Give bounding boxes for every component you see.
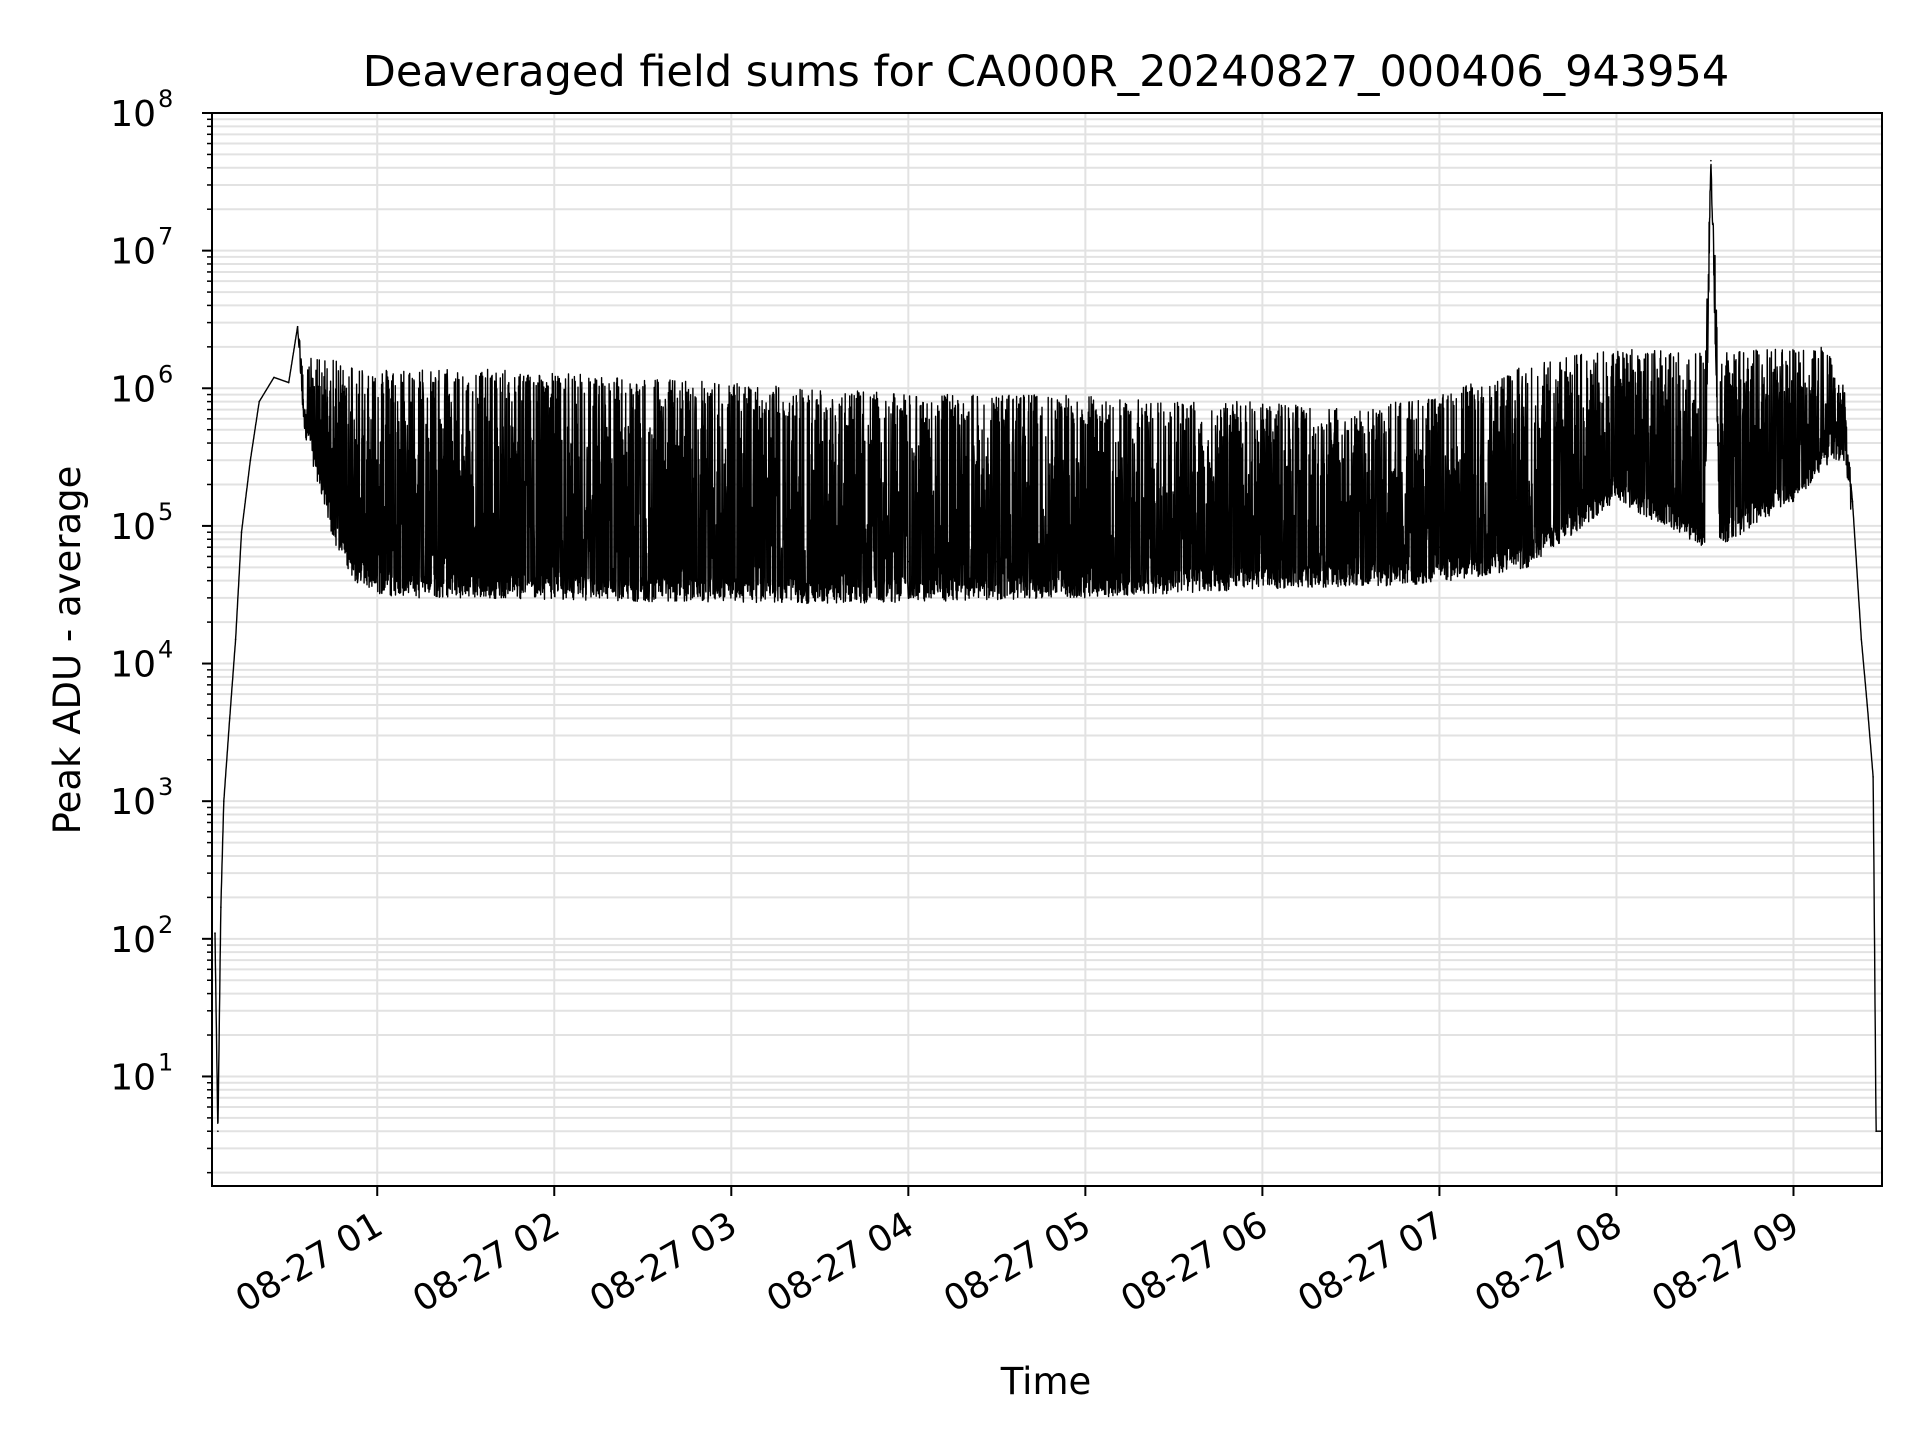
y-tick-label: 10 xyxy=(110,369,156,410)
y-tick-label: 10 xyxy=(110,645,156,686)
data-point xyxy=(240,531,243,533)
data-point xyxy=(249,459,252,462)
data-point xyxy=(234,638,237,641)
data-point xyxy=(1842,400,1845,403)
y-tick-label-exponent: 5 xyxy=(158,498,173,526)
series-line xyxy=(214,163,1883,1132)
y-tick-label-base: 10 xyxy=(110,232,156,273)
data-point xyxy=(352,514,355,516)
data-point xyxy=(332,470,334,472)
data-point xyxy=(1718,442,1721,444)
data-point xyxy=(258,400,261,403)
data-point xyxy=(214,932,216,934)
y-tick-label-exponent: 2 xyxy=(158,911,173,939)
data-point xyxy=(730,560,733,563)
data-point xyxy=(1615,428,1618,431)
data-point xyxy=(1704,459,1706,462)
data-point xyxy=(1872,776,1874,778)
chart-title: Deaveraged field sums for CA000R_2024082… xyxy=(363,47,1729,97)
y-tick-label-base: 10 xyxy=(110,369,156,410)
y-tick-label-base: 10 xyxy=(110,1057,156,1098)
data-point xyxy=(553,560,556,563)
y-tick-label-base: 10 xyxy=(110,782,156,823)
data-point xyxy=(1350,560,1352,563)
data-point xyxy=(1866,704,1868,706)
data-point xyxy=(223,800,225,802)
series-layer xyxy=(214,159,1883,1132)
data-point xyxy=(302,408,305,411)
data-point xyxy=(1792,408,1795,411)
data-point xyxy=(1438,546,1441,548)
plot-frame xyxy=(211,112,1883,1187)
y-tick-label-exponent: 8 xyxy=(158,85,173,113)
data-point xyxy=(317,442,320,444)
data-point xyxy=(1527,490,1529,492)
data-point xyxy=(1261,555,1264,558)
data-point xyxy=(1851,500,1854,503)
y-tick-label: 10 xyxy=(110,782,156,823)
data-point xyxy=(296,325,299,328)
data-point xyxy=(1831,387,1833,390)
y-tick-label-base: 10 xyxy=(110,94,156,135)
y-tick-label-exponent: 1 xyxy=(158,1048,173,1076)
data-point xyxy=(1875,1130,1877,1132)
data-point xyxy=(1822,387,1824,390)
data-point xyxy=(464,555,467,558)
y-tick-label-exponent: 6 xyxy=(158,360,173,388)
y-tick-label-exponent: 4 xyxy=(158,636,173,664)
data-point xyxy=(1710,159,1712,162)
tick-marks xyxy=(202,112,1795,1196)
y-tick-label: 10 xyxy=(110,94,156,135)
data-point xyxy=(996,560,998,563)
data-point xyxy=(1173,560,1175,563)
y-tick-label-base: 10 xyxy=(110,920,156,961)
y-tick-label-base: 10 xyxy=(110,507,156,548)
y-tick-label: 10 xyxy=(110,1057,156,1098)
y-tick-label-base: 10 xyxy=(110,645,156,686)
data-point xyxy=(1084,560,1087,563)
y-tick-label: 10 xyxy=(110,232,156,273)
data-point xyxy=(819,557,821,560)
y-tick-label: 10 xyxy=(110,920,156,961)
data-point xyxy=(287,381,290,384)
data-point xyxy=(1860,638,1863,641)
data-point xyxy=(220,906,222,908)
data-point xyxy=(217,1130,219,1132)
data-point xyxy=(405,560,408,563)
y-tick-label-exponent: 3 xyxy=(158,773,173,801)
y-axis-label: Peak ADU - average xyxy=(46,466,89,835)
grid-lines xyxy=(212,112,1882,1186)
y-tick-label: 10 xyxy=(110,507,156,548)
y-tick-label-exponent: 7 xyxy=(158,223,173,251)
data-point xyxy=(376,546,379,548)
data-point xyxy=(907,560,910,563)
data-point xyxy=(273,376,275,379)
x-axis-label: Time xyxy=(1000,1360,1092,1403)
data-point xyxy=(228,717,231,720)
data-point xyxy=(642,555,644,558)
